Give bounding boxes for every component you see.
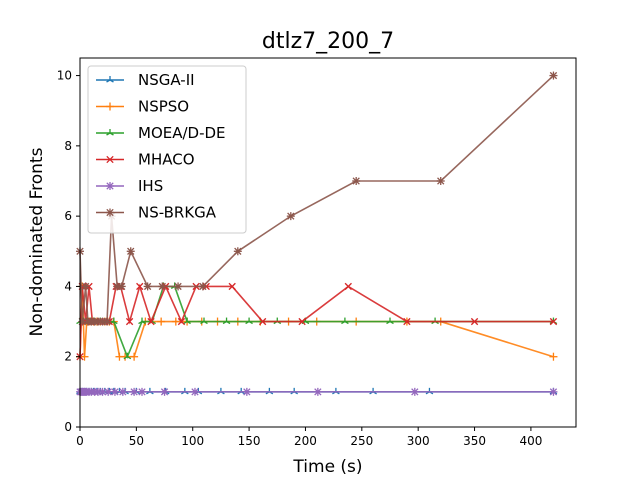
legend-marker [106, 76, 114, 83]
data-point [160, 387, 169, 396]
y-tick-label: 4 [64, 279, 72, 293]
x-tick-label: 0 [76, 434, 84, 448]
legend-entry: MHACO [96, 151, 195, 169]
data-point [352, 177, 361, 185]
data-point [81, 282, 90, 291]
axis-ticks: 0 50 100 150 200 250 300 350 400 0 2 4 6 8 10 [57, 69, 543, 448]
data-point [258, 317, 267, 326]
legend-label: IHS [138, 177, 163, 195]
data-point [410, 387, 419, 396]
data-point [138, 387, 146, 396]
data-point [103, 317, 112, 326]
data-point [549, 352, 558, 361]
x-tick-label: 250 [350, 434, 373, 448]
x-tick-label: 300 [407, 434, 430, 448]
legend-entry: NSGA-II [96, 71, 195, 89]
data-point [158, 282, 167, 291]
data-point [157, 317, 166, 326]
data-point [436, 177, 445, 185]
data-point [123, 352, 132, 360]
legend-label: NSPSO [138, 98, 189, 116]
y-tick-label: 10 [57, 69, 72, 83]
legend-marker [106, 155, 114, 164]
legend-marker [106, 129, 114, 136]
data-point [298, 317, 306, 326]
y-tick-label: 8 [64, 139, 72, 153]
data-point [341, 317, 349, 325]
legend-entry: IHS [96, 177, 163, 195]
data-point [549, 317, 558, 326]
data-point [136, 282, 144, 291]
data-point [245, 317, 253, 325]
data-point [177, 317, 186, 326]
data-point [147, 317, 155, 326]
data-point [242, 387, 251, 396]
data-point [228, 282, 236, 291]
data-point [118, 387, 127, 396]
y-axis-title: Non-dominated Fronts [27, 147, 47, 336]
legend-label: MOEA/D-DE [138, 124, 226, 142]
legend-marker [106, 182, 114, 190]
x-tick-label: 150 [238, 434, 261, 448]
legend-label: MHACO [138, 151, 195, 169]
legend-marker [106, 102, 114, 111]
data-point [200, 317, 208, 325]
x-tick-label: 350 [463, 434, 486, 448]
x-axis-title: Time (s) [292, 457, 362, 477]
legend: NSGA-II NSPSO MOEA/D-DE MHACO IHS NS-BRKGA [87, 65, 247, 234]
x-tick-label: 100 [181, 434, 204, 448]
chart-title: dtlz7_200_7 [262, 29, 394, 54]
data-point [183, 317, 191, 325]
y-tick-label: 2 [64, 350, 72, 364]
data-point [138, 317, 146, 325]
data-point [125, 317, 134, 326]
data-point [117, 282, 126, 291]
y-tick-label: 0 [64, 420, 72, 434]
data-point [344, 282, 352, 291]
plot-area [76, 57, 577, 428]
data-point [190, 387, 199, 396]
legend-entry: MOEA/D-DE [96, 124, 226, 142]
data-point [549, 387, 558, 396]
data-point [286, 212, 295, 221]
data-point [174, 282, 183, 291]
data-point [80, 352, 89, 361]
data-point [549, 71, 558, 80]
data-point [403, 317, 411, 326]
legend-box [87, 65, 247, 234]
data-point [126, 247, 135, 256]
data-point [222, 317, 231, 325]
data-point [171, 317, 180, 326]
legend-marker [106, 208, 114, 217]
x-tick-label: 400 [519, 434, 542, 448]
data-point [470, 317, 479, 326]
data-point [198, 282, 207, 291]
legend-label: NSGA-II [138, 71, 195, 89]
data-point [130, 387, 139, 396]
series-ihs [76, 387, 558, 396]
y-tick-label: 6 [64, 209, 72, 223]
x-tick-label: 50 [129, 434, 144, 448]
data-point [313, 387, 322, 396]
legend-label: NS-BRKGA [138, 204, 217, 222]
data-point [110, 387, 119, 396]
data-point [386, 317, 394, 325]
x-tick-label: 200 [294, 434, 317, 448]
legend-entry: NSPSO [96, 98, 189, 116]
data-point [130, 352, 139, 361]
legend-entry: NS-BRKGA [96, 204, 217, 222]
axes-frame [79, 57, 577, 428]
data-point [233, 247, 242, 256]
series-ns-brkga [76, 71, 558, 326]
data-point [104, 387, 113, 396]
data-point [143, 282, 152, 291]
